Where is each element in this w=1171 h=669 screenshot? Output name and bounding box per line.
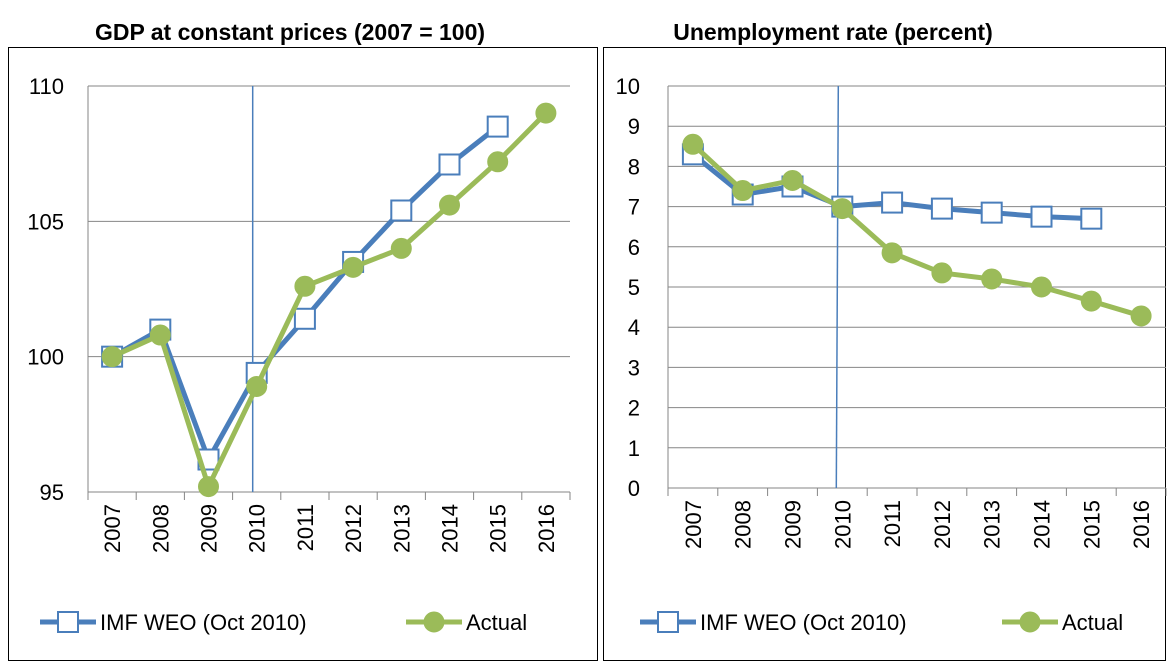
y-tick-label: 1 [628,436,640,461]
data-point [198,476,219,498]
y-tick-label: 0 [628,476,640,501]
x-tick-label: 2008 [148,504,173,553]
y-tick-label: 6 [628,235,640,260]
x-tick-label: 2009 [781,500,806,549]
data-point [831,198,853,220]
data-point [930,197,953,220]
x-tick-label: 2012 [341,504,366,553]
x-tick-label: 2014 [438,504,463,553]
x-tick-label: 2013 [980,500,1005,549]
data-point [682,133,704,155]
legend-marker [57,611,79,633]
data-point [881,242,903,264]
data-point [438,153,461,176]
series-line [691,142,1142,319]
y-tick-label: 110 [29,74,64,99]
y-tick-label: 5 [628,275,640,300]
data-point [1130,305,1152,327]
legend-label: IMF WEO (Oct 2010) [700,610,907,635]
forecast-marker [835,85,840,489]
data-point [881,191,904,214]
data-point [342,256,364,278]
y-tick-label: 2 [628,396,640,421]
series-line [111,111,548,490]
data-point [390,199,413,222]
chart-title: GDP at constant prices (2007 = 100) [95,19,485,45]
data-point [246,375,268,397]
y-tick-label: 100 [27,345,64,370]
x-tick-label: 2011 [293,504,318,551]
y-tick-label: 9 [628,114,640,139]
legend-label: IMF WEO (Oct 2010) [100,610,307,635]
x-tick-label: 2013 [389,504,414,553]
data-point [487,151,509,173]
data-point [1080,290,1102,312]
x-tick-label: 2016 [1129,500,1154,549]
x-tick-label: 2010 [245,504,270,553]
panel-frame [8,47,598,661]
y-tick-label: 8 [628,154,640,179]
y-tick-label: 4 [628,315,640,340]
data-point [486,115,509,138]
legend-marker [423,611,445,633]
data-point [535,102,557,124]
legend-label: Actual [1062,610,1123,635]
data-point [149,324,171,346]
y-tick-label: 10 [616,74,640,99]
x-tick-label: 2007 [681,500,706,549]
y-tick-label: 3 [628,355,640,380]
x-tick-label: 2008 [731,500,756,549]
x-tick-label: 2007 [100,504,125,553]
x-tick-label: 2015 [486,504,511,553]
x-tick-label: 2015 [1079,500,1104,549]
x-tick-label: 2009 [197,504,222,553]
x-tick-label: 2012 [930,500,955,549]
x-tick-label: 2011 [880,500,905,547]
data-point [1030,205,1053,228]
chart-title: Unemployment rate (percent) [673,19,993,45]
y-tick-label: 105 [27,209,64,234]
x-tick-label: 2016 [534,504,559,553]
data-point [1080,207,1103,230]
data-point [1031,276,1052,298]
data-point [981,268,1003,290]
legend-marker [657,611,679,633]
y-tick-label: 95 [40,480,64,505]
data-point [294,275,316,297]
x-tick-label: 2010 [830,500,855,549]
data-point [980,201,1003,224]
data-point [931,262,953,284]
y-tick-label: 7 [628,195,640,220]
data-point [293,307,316,330]
data-point [782,169,803,191]
legend-marker [1019,611,1041,633]
data-point [390,237,412,259]
data-point [732,180,754,202]
data-point [439,194,460,216]
legend-label: Actual [466,610,527,635]
data-point [101,346,123,368]
panel-frame [603,47,1166,661]
x-tick-label: 2014 [1030,500,1055,549]
